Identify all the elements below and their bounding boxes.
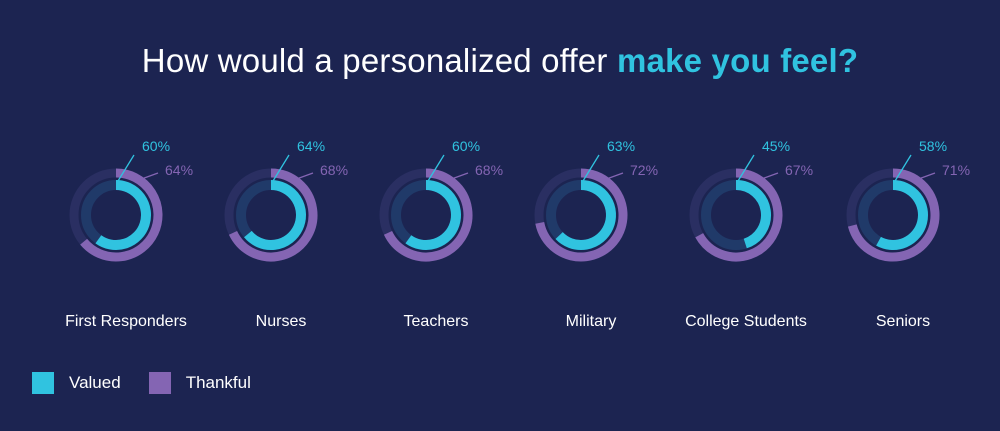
valued-label-military: 63% <box>607 138 635 154</box>
thankful-leader-military <box>600 172 624 182</box>
valued-leader-college-students <box>737 154 755 182</box>
category-label-nurses: Nurses <box>256 313 307 330</box>
valued-leader-military <box>582 154 600 182</box>
thankful-label-seniors: 71% <box>942 162 970 178</box>
valued-leader-nurses <box>272 154 290 182</box>
thankful-leader-nurses <box>290 172 314 182</box>
valued-label-nurses: 64% <box>297 138 325 154</box>
legend-swatch-thankful <box>148 372 171 394</box>
valued-leader-seniors <box>894 154 912 182</box>
valued-label-teachers: 60% <box>452 138 480 154</box>
legend-label-valued: Valued <box>69 373 121 392</box>
thankful-arc-college-students <box>695 168 783 262</box>
legend-swatch-valued <box>32 372 54 394</box>
valued-arc-military <box>555 180 616 250</box>
category-label-seniors: Seniors <box>876 313 930 330</box>
valued-label-first-responders: 60% <box>142 138 170 154</box>
legend-item-thankful: Thankful <box>148 372 251 394</box>
valued-arc-seniors <box>876 180 928 250</box>
thankful-leader-teachers <box>445 172 469 182</box>
title-prefix: How would a personalized offer <box>141 42 617 79</box>
valued-arc-nurses <box>244 180 306 250</box>
legend: Valued Thankful <box>32 372 279 394</box>
valued-arc-teachers <box>405 180 461 250</box>
valued-leader-teachers <box>427 154 445 182</box>
legend-item-valued: Valued <box>32 372 121 394</box>
category-label-military: Military <box>566 313 617 330</box>
thankful-arc-seniors <box>847 168 940 262</box>
valued-arc-college-students <box>735 180 771 249</box>
valued-arc-first-responders <box>95 180 151 250</box>
category-label-first-responders: First Responders <box>65 313 187 330</box>
category-label-college-students: College Students <box>685 313 807 330</box>
thankful-label-nurses: 68% <box>320 162 348 178</box>
category-label-teachers: Teachers <box>404 313 469 330</box>
thankful-label-military: 72% <box>630 162 658 178</box>
thankful-arc-nurses <box>228 168 318 262</box>
thankful-leader-first-responders <box>135 172 159 182</box>
valued-label-college-students: 45% <box>762 138 790 154</box>
title-highlight: make you feel? <box>616 42 859 79</box>
thankful-label-college-students: 67% <box>785 162 813 178</box>
thankful-leader-seniors <box>912 172 936 182</box>
valued-leader-first-responders <box>117 154 135 182</box>
legend-label-thankful: Thankful <box>185 373 251 392</box>
chart-title: How would a personalized offer make you … <box>0 42 1000 80</box>
thankful-arc-teachers <box>383 168 473 262</box>
thankful-label-teachers: 68% <box>475 162 503 178</box>
thankful-label-first-responders: 64% <box>165 162 193 178</box>
thankful-arc-military <box>535 168 628 262</box>
valued-label-seniors: 58% <box>919 138 947 154</box>
thankful-leader-college-students <box>755 172 779 182</box>
